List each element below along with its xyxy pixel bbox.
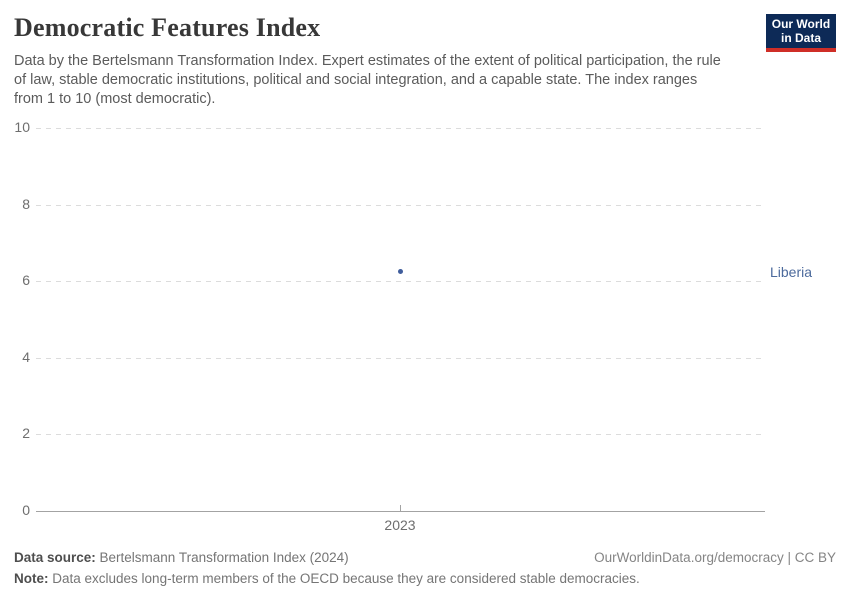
subtitle-line: from 1 to 10 (most democratic). (14, 91, 216, 107)
chart-title: Democratic Features Index (14, 13, 321, 42)
owid-logo-line1: Our World (771, 17, 831, 31)
owid-logo[interactable]: Our World in Data (766, 14, 836, 52)
subtitle-line: Data by the Bertelsmann Transformation I… (14, 53, 721, 69)
entity-label-liberia[interactable]: Liberia (770, 263, 813, 280)
y-axis-tick-label: 6 (22, 272, 30, 289)
note-label: Note: (14, 571, 49, 586)
data-source-text: Data source: Bertelsmann Transformation … (14, 547, 349, 568)
y-axis-tick-label: 2 (22, 425, 30, 442)
chart-footer: Data source: Bertelsmann Transformation … (14, 547, 836, 589)
x-axis-tick (400, 505, 401, 511)
note-text: Note: Data excludes long-term members of… (14, 571, 640, 586)
gridline (36, 434, 765, 436)
data-source-value: Bertelsmann Transformation Index (2024) (95, 550, 349, 565)
y-axis-tick-label: 4 (22, 348, 30, 365)
x-axis-line (36, 511, 765, 512)
x-axis-tick-label: 2023 (384, 517, 416, 533)
y-axis-tick-label: 0 (22, 502, 30, 518)
owid-logo-line2: in Data (780, 31, 821, 45)
gridline (36, 281, 765, 283)
data-source-label: Data source: (14, 550, 96, 565)
chart-subtitle: Data by the Bertelsmann Transformation I… (14, 52, 764, 109)
subtitle-line: of law, stable democratic institutions, … (14, 72, 698, 88)
gridline (36, 357, 765, 359)
owid-logo-text: Our World in Data (766, 14, 836, 48)
data-point-liberia[interactable] (397, 269, 403, 275)
note-value: Data excludes long-term members of the O… (48, 571, 640, 586)
y-axis-tick-label: 10 (14, 119, 30, 135)
y-axis-tick-label: 8 (22, 195, 30, 212)
footer-rights-link[interactable]: OurWorldinData.org/democracy | CC BY (594, 550, 836, 565)
gridline (36, 204, 765, 206)
owid-logo-red-bar (766, 48, 836, 52)
gridline (36, 128, 765, 129)
